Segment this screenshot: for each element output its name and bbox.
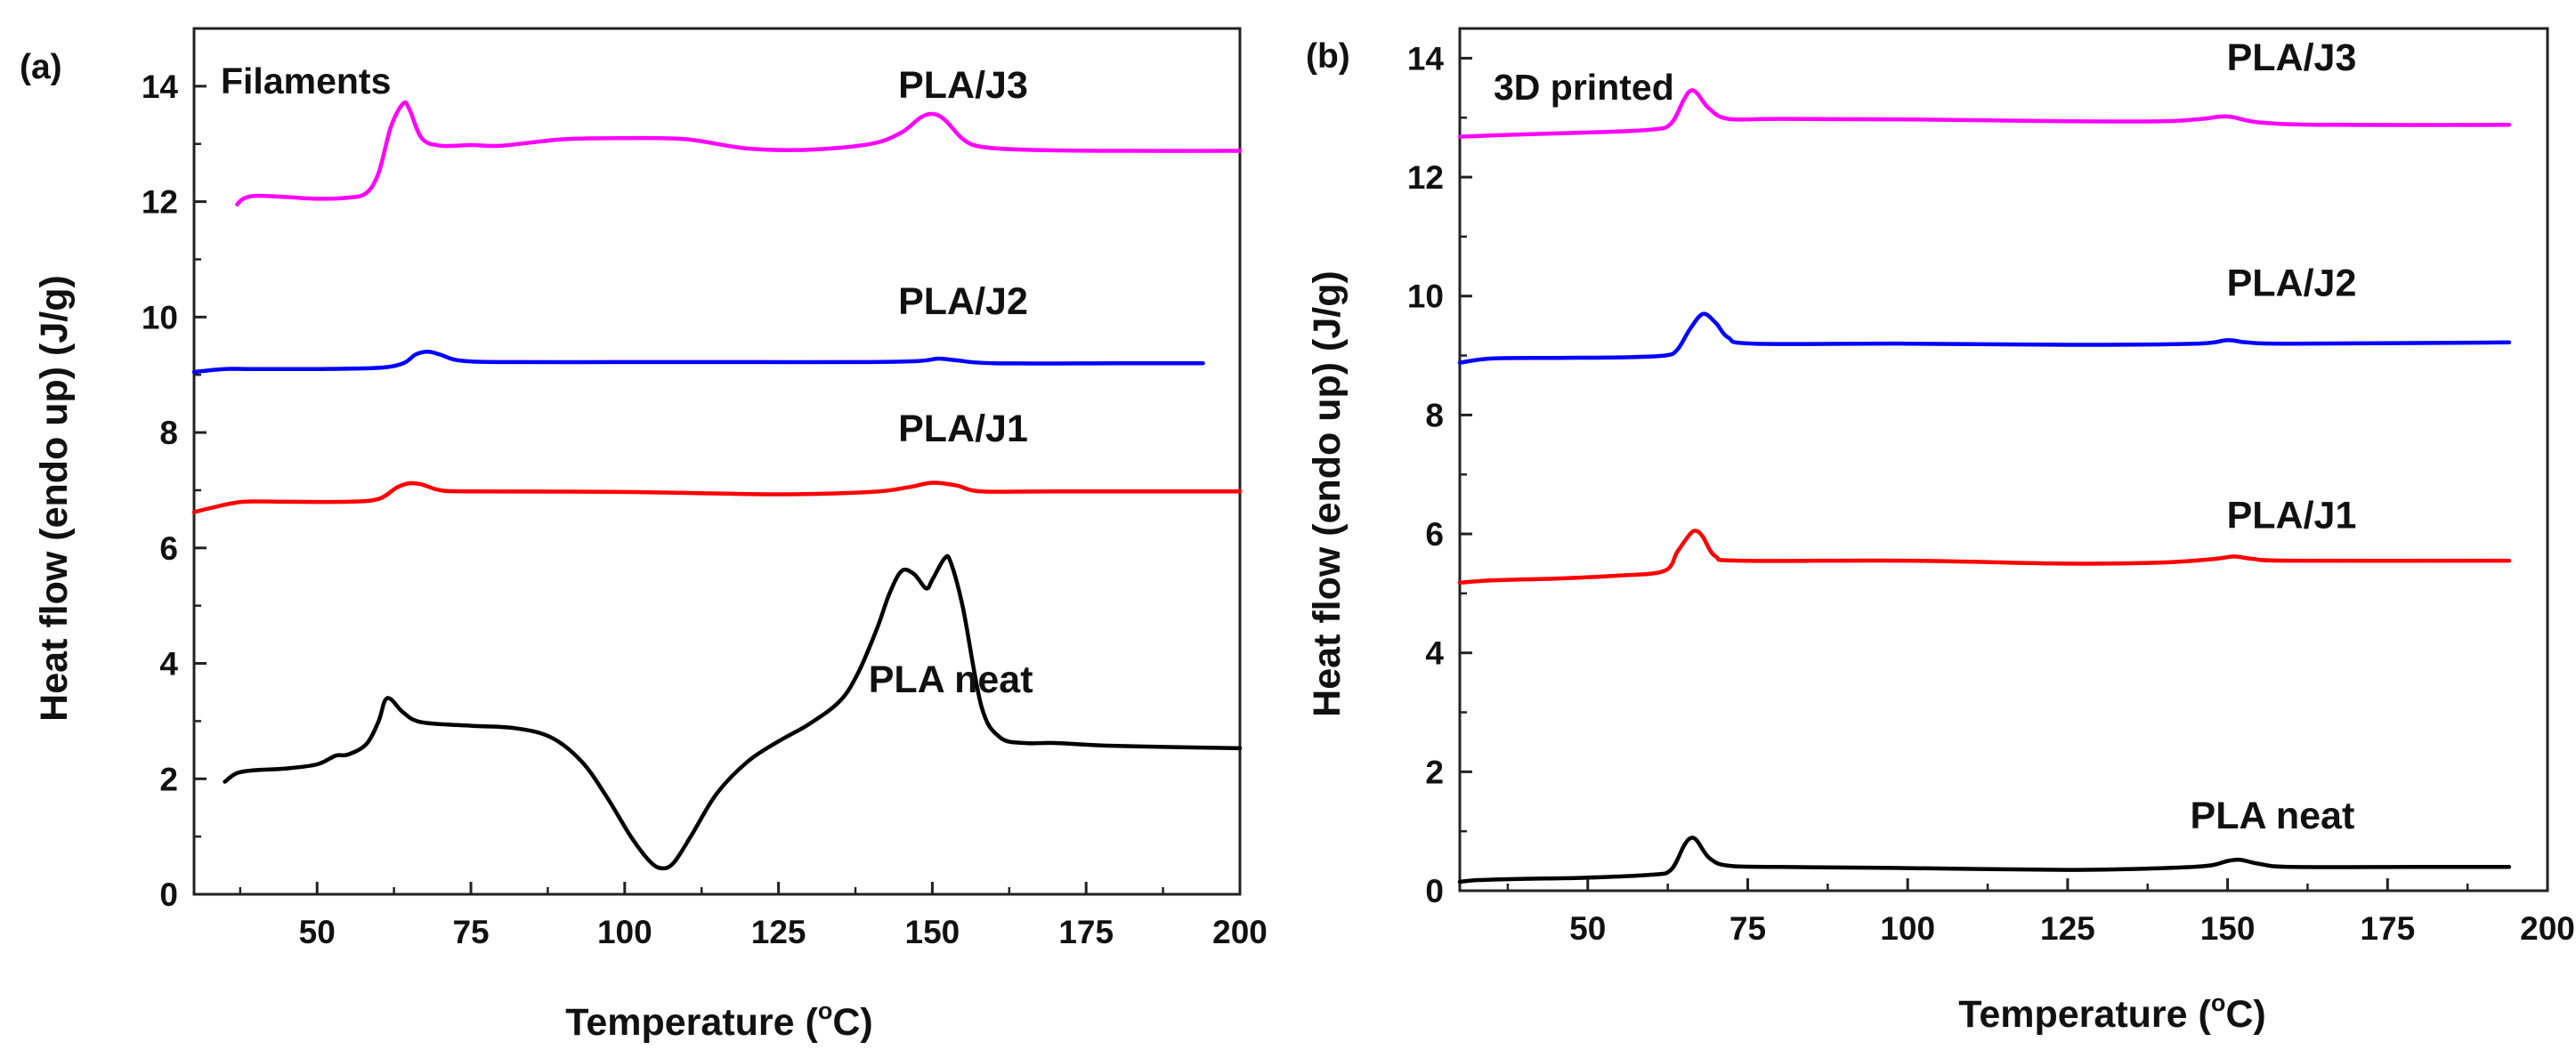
x-tick-label: 175 [1058,914,1114,950]
panel-a: (a) Filaments Heat flow (endo up) (J/g) … [20,27,1268,1044]
x-tick-label: 75 [452,914,489,950]
x-tick-label: 175 [2360,910,2415,947]
series-line-pla-j1 [1457,529,2512,586]
series-line-pla-j1 [191,481,1243,514]
x-tick-label: 150 [905,914,960,950]
y-tick-label: 12 [1407,159,1444,196]
y-tick-label: 4 [159,646,178,682]
series-label-pla-j3: PLA/J3 [2227,36,2357,79]
x-tick-label: 75 [1729,910,1766,947]
series-label-pla-j1: PLA/J1 [898,408,1028,450]
series-line-pla-j2 [191,350,1205,375]
x-tick-label: 200 [2520,910,2575,947]
y-tick-label: 2 [159,761,178,797]
series-label-pla-j2: PLA/J2 [898,280,1028,323]
series-label-pla-neat: PLA neat [2191,795,2355,837]
series-line-pla-neat [1457,836,2512,884]
series-label-pla-neat: PLA neat [869,658,1033,701]
y-tick-label: 6 [159,530,178,567]
plot-frame [1458,27,2549,892]
series-line-pla-j3 [1457,88,2512,139]
x-axis-title-a: Temperature (oC) [565,997,872,1044]
panel-tag-b: (b) [1306,37,1350,76]
series-label-pla-j1: PLA/J1 [2227,494,2357,537]
y-tick-label: 0 [159,876,178,913]
plot-frame [192,27,1242,896]
y-tick-label: 14 [142,69,179,105]
y-tick-label: 8 [159,415,178,451]
panel-title-b: 3D printed [1494,67,1674,108]
series-label-pla-j3: PLA/J3 [898,64,1028,107]
panel-title-a: Filaments [221,61,391,101]
x-tick-label: 50 [1569,910,1606,947]
series-line-pla-j3 [235,100,1243,207]
x-axis-title-b: Temperature (oC) [1958,989,2265,1036]
series-line-pla-neat [223,553,1243,871]
x-tick-label: 125 [2040,910,2095,947]
x-tick-label: 200 [1212,914,1268,950]
y-tick-label: 8 [1425,397,1444,433]
y-tick-label: 12 [142,184,178,221]
panel-b: (b) 3D printed Heat flow (endo up) (J/g)… [1306,27,2575,1036]
x-tick-label: 100 [597,914,652,950]
x-tick-label: 50 [299,914,336,950]
y-tick-label: 14 [1407,40,1445,77]
x-tick-label: 100 [1880,910,1935,947]
y-tick-label: 2 [1425,754,1444,790]
series-label-pla-j2: PLA/J2 [2227,262,2357,305]
panel-tag-a: (a) [20,48,62,86]
y-tick-label: 4 [1425,635,1444,672]
series-line-pla-j2 [1457,311,2512,365]
y-tick-label: 6 [1425,516,1444,553]
y-tick-label: 0 [1425,873,1444,909]
x-tick-label: 150 [2200,910,2256,947]
y-tick-label: 10 [1407,279,1444,315]
y-tick-label: 10 [142,299,178,335]
y-axis-title-a: Heat flow (endo up) (J/g) [33,275,76,722]
x-tick-label: 125 [751,914,806,950]
y-axis-title-b: Heat flow (endo up) (J/g) [1306,271,1349,717]
